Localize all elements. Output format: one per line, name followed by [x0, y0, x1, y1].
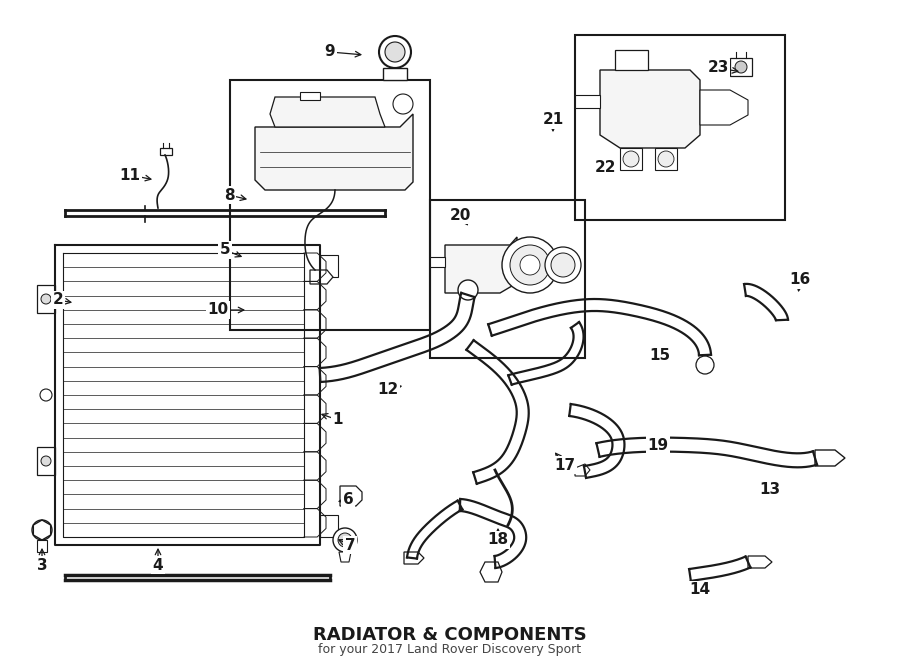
Polygon shape: [160, 148, 172, 155]
Text: 17: 17: [554, 457, 576, 473]
Polygon shape: [615, 50, 648, 70]
Polygon shape: [33, 520, 50, 540]
Polygon shape: [748, 556, 772, 568]
Polygon shape: [575, 95, 600, 108]
Text: 12: 12: [377, 383, 399, 397]
Text: 4: 4: [153, 557, 163, 572]
Circle shape: [510, 245, 550, 285]
Polygon shape: [37, 447, 55, 475]
Circle shape: [658, 151, 674, 167]
Circle shape: [551, 253, 575, 277]
Circle shape: [40, 389, 52, 401]
Polygon shape: [655, 148, 677, 170]
Polygon shape: [620, 148, 642, 170]
Text: 19: 19: [647, 438, 669, 453]
Text: 18: 18: [488, 533, 508, 547]
Text: 9: 9: [325, 44, 336, 59]
Polygon shape: [270, 97, 385, 127]
Polygon shape: [430, 257, 445, 267]
Polygon shape: [37, 540, 47, 552]
Text: 5: 5: [220, 243, 230, 258]
Text: 2: 2: [52, 293, 63, 307]
Text: 7: 7: [345, 537, 356, 553]
Bar: [575, 35, 785, 220]
Circle shape: [338, 533, 352, 547]
Circle shape: [502, 237, 558, 293]
Polygon shape: [815, 450, 845, 466]
Polygon shape: [600, 70, 700, 148]
Text: 15: 15: [650, 348, 670, 362]
Polygon shape: [37, 285, 55, 313]
Text: 20: 20: [449, 208, 471, 223]
Circle shape: [379, 36, 411, 68]
Text: 16: 16: [789, 272, 811, 288]
Circle shape: [393, 94, 413, 114]
Bar: [230, 80, 430, 330]
Polygon shape: [320, 255, 338, 277]
Polygon shape: [575, 464, 590, 476]
Circle shape: [545, 247, 581, 283]
Circle shape: [344, 492, 352, 500]
Text: for your 2017 Land Rover Discovery Sport: for your 2017 Land Rover Discovery Sport: [319, 642, 581, 656]
Polygon shape: [340, 486, 362, 506]
Polygon shape: [730, 58, 752, 76]
Text: 21: 21: [543, 112, 563, 128]
Polygon shape: [310, 270, 333, 284]
Polygon shape: [339, 552, 351, 562]
Circle shape: [41, 294, 51, 304]
Text: 6: 6: [343, 492, 354, 508]
Polygon shape: [300, 92, 320, 100]
Circle shape: [385, 42, 405, 62]
Text: 13: 13: [760, 483, 780, 498]
Polygon shape: [383, 68, 407, 80]
Polygon shape: [480, 562, 502, 582]
Text: RADIATOR & COMPONENTS: RADIATOR & COMPONENTS: [313, 625, 587, 644]
Polygon shape: [255, 114, 413, 190]
Text: 3: 3: [37, 557, 48, 572]
Text: 10: 10: [207, 303, 229, 317]
Circle shape: [623, 151, 639, 167]
Circle shape: [696, 356, 714, 374]
Text: 1: 1: [333, 412, 343, 428]
Text: 8: 8: [224, 188, 234, 202]
Bar: [430, 200, 585, 358]
Circle shape: [520, 255, 540, 275]
Circle shape: [735, 61, 747, 73]
Text: 23: 23: [707, 61, 729, 75]
Text: 14: 14: [689, 582, 711, 598]
Polygon shape: [445, 237, 517, 293]
Circle shape: [458, 280, 478, 300]
Text: 22: 22: [594, 161, 616, 176]
Text: 11: 11: [120, 167, 140, 182]
Circle shape: [333, 528, 357, 552]
Polygon shape: [404, 552, 424, 564]
Circle shape: [41, 456, 51, 466]
Polygon shape: [320, 515, 338, 537]
Polygon shape: [700, 90, 748, 125]
